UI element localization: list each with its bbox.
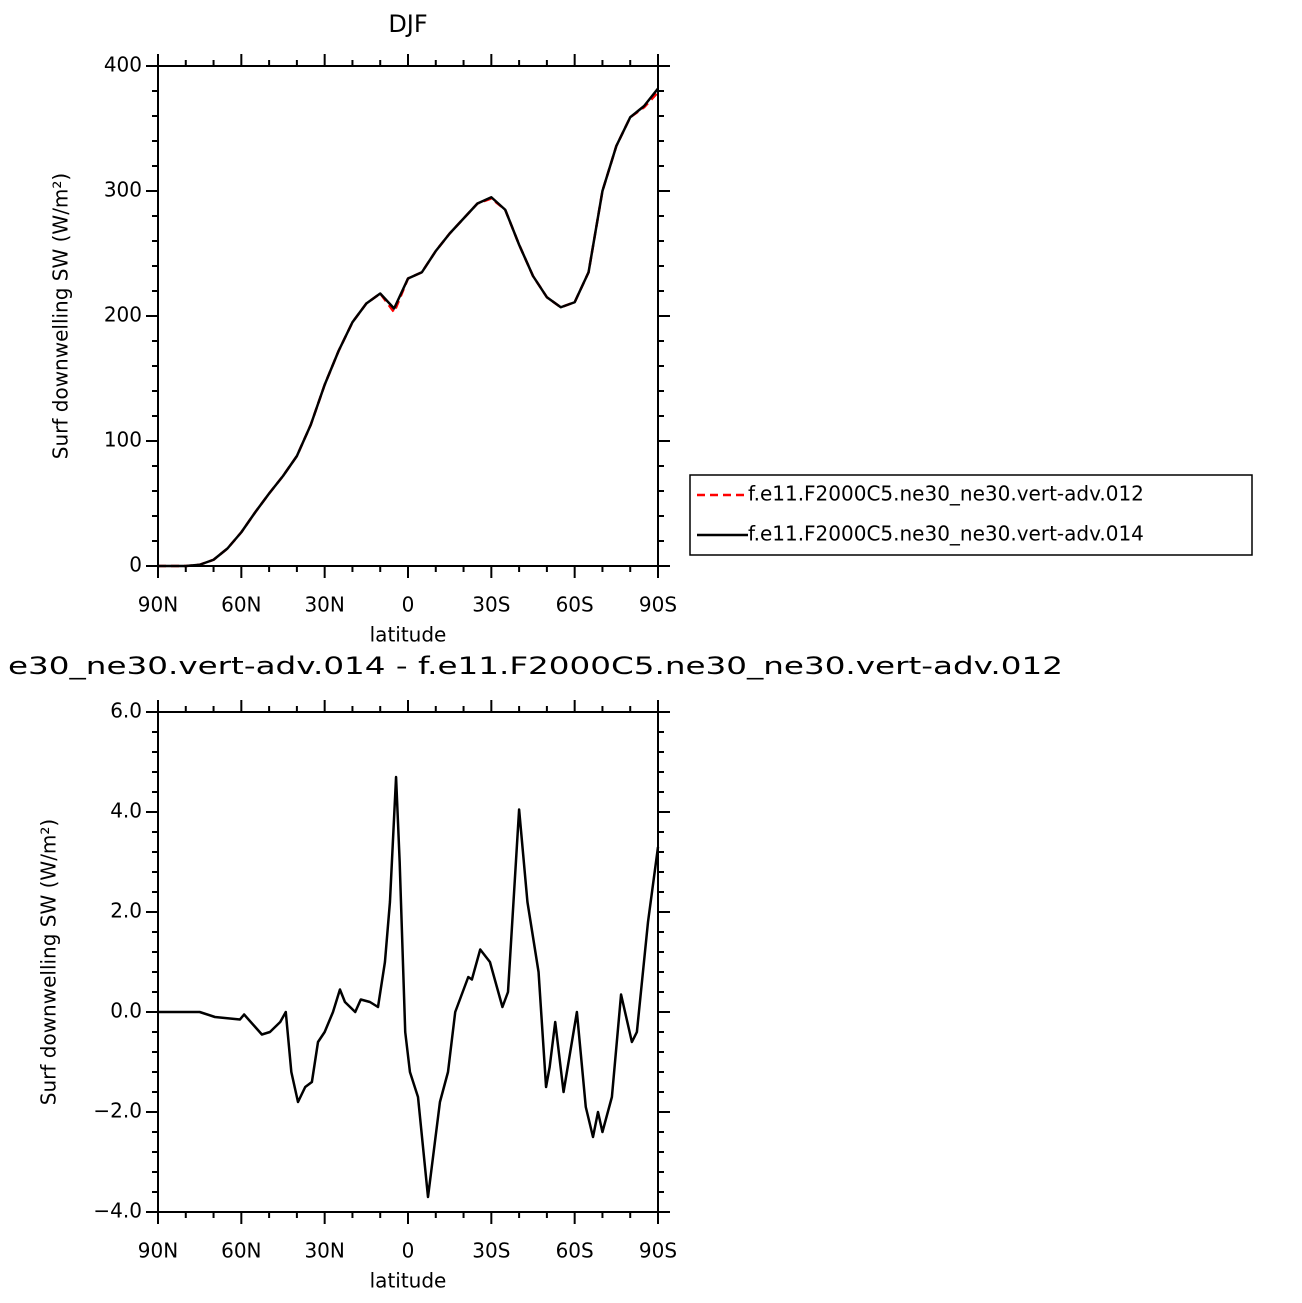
x-tick-label: 90S	[639, 1239, 677, 1263]
x-tick-label: 30N	[304, 1239, 344, 1263]
legend-box	[689, 474, 1253, 556]
chart-title: e30_ne30.vert-adv.014 - f.e11.F2000C5.ne…	[8, 652, 1063, 680]
x-tick-label: 0	[402, 1239, 415, 1263]
y-axis-label: Surf downwelling SW (W/m²)	[37, 819, 61, 1105]
data-line	[158, 775, 660, 1199]
legend: f.e11.F2000C5.ne30_ne30.vert-adv.012 f.e1…	[689, 474, 1253, 556]
y-tick-label: 6.0	[110, 699, 142, 723]
x-tick-label: 90N	[138, 593, 178, 617]
x-axis-label: latitude	[370, 1269, 447, 1293]
plot-frame	[157, 711, 659, 1213]
y-tick-label: 0	[129, 553, 142, 577]
x-axis-label: latitude	[370, 623, 447, 647]
x-tick-label: 30S	[472, 1239, 510, 1263]
x-tick-label: 0	[402, 593, 415, 617]
y-tick-label: 0.0	[110, 999, 142, 1023]
x-tick-label: 60S	[556, 593, 594, 617]
legend-label: f.e11.F2000C5.ne30_ne30.vert-adv.014	[748, 522, 1144, 546]
x-tick-label: 30S	[472, 593, 510, 617]
x-tick-label: 60N	[221, 593, 261, 617]
y-tick-label: 100	[104, 428, 142, 452]
y-tick-label: 400	[104, 53, 142, 77]
x-tick-label: 90N	[138, 1239, 178, 1263]
x-tick-label: 60N	[221, 1239, 261, 1263]
x-tick-label: 60S	[556, 1239, 594, 1263]
y-tick-label: 4.0	[110, 799, 142, 823]
y-tick-label: 300	[104, 178, 142, 202]
plot-frame	[157, 65, 659, 567]
data-line	[158, 91, 659, 568]
y-tick-label: −4.0	[93, 1199, 142, 1223]
y-tick-label: −2.0	[93, 1099, 142, 1123]
y-tick-label: 2.0	[110, 899, 142, 923]
chart-title: DJF	[388, 10, 427, 38]
legend-label: f.e11.F2000C5.ne30_ne30.vert-adv.012	[748, 482, 1144, 506]
x-tick-label: 30N	[304, 593, 344, 617]
x-tick-label: 90S	[639, 593, 677, 617]
data-line	[158, 87, 659, 568]
y-axis-label: Surf downwelling SW (W/m²)	[49, 173, 73, 459]
y-tick-label: 200	[104, 303, 142, 327]
